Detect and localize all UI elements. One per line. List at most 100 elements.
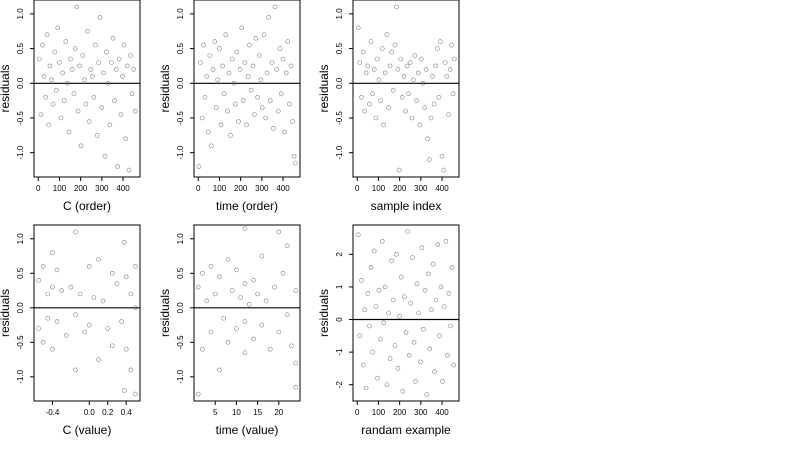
plot-frame xyxy=(352,224,460,402)
data-point xyxy=(435,46,440,51)
data-point xyxy=(247,42,252,48)
data-point xyxy=(403,108,408,114)
data-point xyxy=(387,356,393,361)
x-tick-label: 100 xyxy=(372,184,386,193)
data-point xyxy=(284,243,290,248)
data-point xyxy=(371,67,377,72)
data-point xyxy=(94,133,100,138)
data-point xyxy=(259,322,265,328)
data-point xyxy=(384,382,390,388)
data-point xyxy=(221,91,227,96)
data-point xyxy=(104,49,109,55)
data-point xyxy=(221,315,226,321)
data-point xyxy=(367,101,372,107)
data-point xyxy=(406,353,412,358)
data-point xyxy=(208,329,214,335)
data-point xyxy=(379,239,385,244)
data-point xyxy=(200,346,205,352)
y-tick-label: -1.0 xyxy=(16,369,25,383)
data-point xyxy=(126,167,132,173)
data-point xyxy=(114,281,120,287)
data-point xyxy=(83,101,89,107)
panel-time-value: 5 10 15 20 -1.0 -0.5 0.0 0.5 1.0 time (value) resi… xyxy=(158,224,301,437)
data-point xyxy=(71,91,77,96)
data-point xyxy=(293,384,299,390)
data-point xyxy=(411,77,416,83)
data-point xyxy=(82,77,87,83)
data-point xyxy=(200,270,205,276)
y-tick-label: 0.0 xyxy=(335,77,344,89)
data-point xyxy=(409,115,415,121)
data-point xyxy=(110,35,116,41)
data-point xyxy=(408,300,414,306)
data-point xyxy=(131,67,136,72)
data-point xyxy=(128,367,134,373)
data-point xyxy=(363,385,369,391)
data-point xyxy=(75,108,81,114)
x-tick-label: 15 xyxy=(253,408,262,417)
data-point xyxy=(370,91,375,96)
y-axis-title: residuals xyxy=(0,289,12,337)
data-point xyxy=(63,39,69,44)
data-point xyxy=(234,267,239,273)
data-point xyxy=(212,291,218,297)
data-point xyxy=(359,278,364,283)
data-point xyxy=(246,302,252,307)
data-point xyxy=(289,343,294,349)
data-point xyxy=(253,35,259,41)
data-point xyxy=(415,70,421,76)
panel-sample-index: 0 100 200 300 400 -1.0 -0.5 0.0 0.5 1.0 sample ind… xyxy=(317,0,460,213)
x-tick-label: 400 xyxy=(435,184,449,193)
data-point xyxy=(55,25,61,31)
x-tick-label: 0 xyxy=(196,184,201,193)
data-point xyxy=(204,298,209,304)
y-tick-label: 1.0 xyxy=(176,8,185,20)
data-point xyxy=(406,91,411,96)
x-axis-title: time (value) xyxy=(216,423,279,437)
data-point xyxy=(291,153,297,159)
data-point xyxy=(446,291,452,296)
data-point xyxy=(382,70,388,76)
data-point xyxy=(267,98,273,103)
data-point xyxy=(394,4,399,10)
y-tick-label: -1.0 xyxy=(335,145,344,159)
data-point xyxy=(36,326,41,331)
data-point xyxy=(371,248,377,254)
data-point xyxy=(417,122,423,128)
data-point xyxy=(78,143,84,149)
data-point xyxy=(422,105,428,110)
data-point xyxy=(284,312,290,318)
plot-frame xyxy=(33,0,141,178)
x-tick-label: 300 xyxy=(414,408,428,417)
data-point xyxy=(386,310,391,316)
x-tick-label: 10 xyxy=(232,408,241,417)
data-point xyxy=(355,25,361,31)
data-point xyxy=(414,98,419,103)
data-point xyxy=(376,77,382,83)
data-point xyxy=(234,326,239,331)
data-point xyxy=(44,32,50,38)
y-axis-title: residuals xyxy=(158,64,172,112)
data-point xyxy=(46,122,52,128)
data-point xyxy=(65,81,70,86)
data-point xyxy=(447,67,453,72)
data-point xyxy=(276,329,282,335)
data-point xyxy=(225,339,231,345)
y-axis-title: residuals xyxy=(0,64,12,112)
x-tick-label: 400 xyxy=(276,184,290,193)
x-tick-label: 200 xyxy=(74,184,88,193)
x-tick-label: 200 xyxy=(393,408,407,417)
data-point xyxy=(425,271,431,277)
data-point xyxy=(69,67,75,72)
data-point xyxy=(378,336,383,342)
data-point xyxy=(105,326,110,331)
data-point xyxy=(386,105,391,110)
data-point xyxy=(258,77,264,83)
x-tick-label: 400 xyxy=(435,408,449,417)
y-tick-label: 0.5 xyxy=(16,267,25,279)
data-point xyxy=(36,56,42,62)
data-point xyxy=(114,67,119,72)
data-point xyxy=(128,53,133,58)
data-point xyxy=(357,333,363,339)
x-axis-title: sample index xyxy=(371,199,442,213)
